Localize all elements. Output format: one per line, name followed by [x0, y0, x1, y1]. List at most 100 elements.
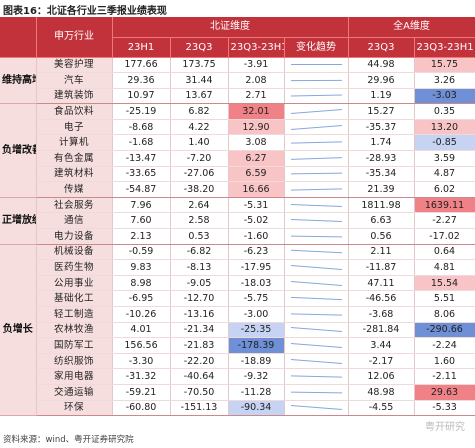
trend-sparkline: [290, 297, 342, 301]
industry-cell: 家用电器: [36, 368, 113, 385]
bz-diff-cell: 12.90: [228, 119, 285, 136]
all-diff-cell: 15.75: [414, 57, 475, 74]
industry-cell: 汽车: [36, 72, 113, 89]
trend-sparkline-cell: [284, 197, 349, 214]
bz-q3-cell: -38.20: [170, 181, 229, 198]
bz-h1-cell: -54.87: [112, 181, 171, 198]
bz-diff-cell: -6.23: [228, 244, 285, 261]
trend-sparkline-cell: [284, 384, 349, 401]
all-a-dimension-header: 全A维度: [348, 17, 475, 38]
watermark: 粤开研究: [425, 422, 465, 433]
trend-sparkline: [290, 219, 342, 223]
bz-diff-cell: -5.02: [228, 212, 285, 230]
trend-line: [290, 327, 342, 333]
bz-q3-cell: -13.16: [170, 306, 229, 323]
all-diff-cell: 0.64: [414, 244, 475, 261]
all-diff-cell: -0.85: [414, 134, 475, 152]
all-q3-cell: -3.68: [348, 306, 415, 323]
bz-q3-cell: 4.22: [170, 119, 229, 136]
trend-sparkline-cell: [284, 57, 349, 74]
trend-sparkline: [290, 203, 342, 207]
all-diff-cell: 3.26: [414, 72, 475, 89]
trend-sparkline-cell: [284, 212, 349, 230]
trend-line: [290, 109, 342, 115]
trend-sparkline-cell: [284, 181, 349, 198]
all-diff-cell: 5.51: [414, 290, 475, 307]
bz-diff-header: 23Q3-23H1: [228, 37, 285, 58]
table-row: 电子 -8.68 4.22 12.90 -35.37 13.20: [0, 119, 475, 136]
industry-cell: 交通运输: [36, 384, 113, 401]
bz-q3-cell: -151.13: [170, 400, 229, 417]
table-row: 负增长 机械设备 -0.59 -6.82 -6.23 2.11 0.64: [0, 244, 475, 417]
performance-table: 申万行业 北证维度 全A维度 23H1 23Q3 23Q3-23H1 变化趋势 …: [0, 17, 475, 417]
all-q3-cell: 29.96: [348, 72, 415, 89]
bz-h1-cell: -33.65: [112, 166, 171, 183]
bz-h1-cell: -60.80: [112, 400, 171, 417]
bz-diff-cell: -90.34: [228, 400, 285, 417]
trend-line: [290, 391, 342, 394]
table-row: 通信 7.60 2.58 -5.02 6.63 -2.27: [0, 212, 475, 230]
bz-h1-cell: 156.56: [112, 337, 171, 354]
bz-h1-cell: -10.26: [112, 306, 171, 323]
trend-sparkline-cell: [284, 103, 349, 120]
all-q3-cell: 0.56: [348, 228, 415, 245]
industry-cell: 机械设备: [36, 244, 113, 261]
bz-diff-cell: 16.66: [228, 181, 285, 198]
trend-sparkline: [290, 141, 342, 144]
trend-sparkline-cell: [284, 322, 349, 339]
trend-sparkline: [290, 342, 342, 348]
all-q3-cell: 12.06: [348, 368, 415, 385]
industry-cell: 食品饮料: [36, 103, 113, 120]
trend-sparkline-cell: [284, 88, 349, 105]
trend-sparkline: [290, 124, 342, 130]
trend-line: [290, 173, 342, 175]
bz-diff-cell: -5.31: [228, 197, 285, 214]
trend-sparkline: [290, 188, 342, 191]
bz-diff-cell: 2.08: [228, 72, 285, 89]
table-row: 农林牧渔 4.01 -21.34 -25.35 -281.84 -290.66: [0, 322, 475, 339]
industry-cell: 轻工制造: [36, 306, 113, 323]
trend-sparkline: [290, 405, 342, 411]
all-diff-cell: -5.33: [414, 400, 475, 417]
trend-sparkline: [290, 94, 342, 97]
bz-q3-cell: -21.83: [170, 337, 229, 354]
industry-cell: 纺织服饰: [36, 353, 113, 370]
all-q3-cell: 1.19: [348, 88, 415, 105]
trend-sparkline: [290, 280, 342, 286]
table-row: 家用电器 -31.32 -40.64 -9.32 12.06 -2.11: [0, 368, 475, 385]
all-q3-cell: 21.39: [348, 181, 415, 198]
bz-h1-cell: 9.83: [112, 259, 171, 276]
trend-sparkline: [290, 173, 342, 175]
trend-line: [290, 203, 342, 207]
bz-h1-cell: -13.47: [112, 150, 171, 167]
trend-sparkline-cell: [284, 400, 349, 417]
all-diff-cell: 13.20: [414, 119, 475, 136]
bz-diff-cell: 32.01: [228, 103, 285, 120]
all-q3-cell: -35.34: [348, 166, 415, 183]
bz-q3-cell: -9.05: [170, 275, 229, 292]
all-diff-header: 23Q3-23H1: [414, 37, 475, 58]
all-diff-cell: -17.02: [414, 228, 475, 245]
table-row: 建筑材料 -33.65 -27.06 6.59 -35.34 4.87: [0, 166, 475, 183]
trend-sparkline: [290, 109, 342, 115]
all-diff-cell: 4.81: [414, 259, 475, 276]
figure-title: 图表16：北证各行业三季报业绩表现: [3, 2, 167, 17]
all-diff-cell: 3.59: [414, 150, 475, 167]
industry-cell: 传媒: [36, 181, 113, 198]
trend-line: [290, 124, 342, 130]
all-diff-cell: -3.03: [414, 88, 475, 105]
trend-sparkline-cell: [284, 259, 349, 276]
group-label: 负增改善: [0, 103, 37, 198]
industry-cell: 农林牧渔: [36, 322, 113, 339]
bz-q3-cell: -7.20: [170, 150, 229, 167]
bz-h1-cell: -31.32: [112, 368, 171, 385]
trend-line: [290, 94, 342, 97]
trend-sparkline: [290, 235, 342, 238]
bz-q3-cell: -40.64: [170, 368, 229, 385]
industry-cell: 通信: [36, 212, 113, 230]
all-q3-cell: 1811.98: [348, 197, 415, 214]
figure-label: 图表16：: [3, 6, 47, 17]
all-diff-cell: -2.24: [414, 337, 475, 354]
